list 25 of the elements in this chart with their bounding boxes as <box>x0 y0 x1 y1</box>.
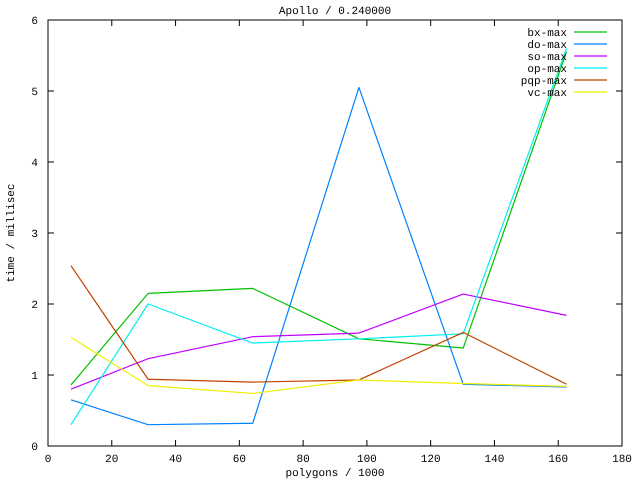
x-tick-label: 40 <box>168 454 182 466</box>
legend-label: bx-max <box>527 28 568 40</box>
line-series <box>70 336 568 394</box>
x-tick-label: 80 <box>296 454 310 466</box>
x-axis-title: polygons / 1000 <box>285 468 385 480</box>
y-tick-label: 3 <box>31 229 38 241</box>
x-tick-label: 160 <box>548 454 568 466</box>
line-series <box>70 293 568 390</box>
y-tick-label: 0 <box>31 442 38 454</box>
x-tick-label: 120 <box>420 454 441 466</box>
line-series <box>70 265 568 385</box>
x-tick-label: 20 <box>105 454 118 466</box>
x-tick-label: 140 <box>484 454 504 466</box>
x-tick-label: 100 <box>356 454 377 466</box>
y-tick-label: 2 <box>31 300 38 312</box>
legend-label: do-max <box>527 40 568 52</box>
x-tick-label: 60 <box>232 454 246 466</box>
chart-title: Apollo / 0.240000 <box>278 6 392 18</box>
y-tick-label: 6 <box>31 16 38 28</box>
y-tick-label: 5 <box>31 87 38 99</box>
y-tick-label: 1 <box>31 371 38 383</box>
x-tick-label: 180 <box>612 454 632 466</box>
x-tick-label: 0 <box>44 454 52 466</box>
y-axis-title: time / millisec <box>6 183 18 283</box>
y-tick-label: 4 <box>31 158 38 170</box>
